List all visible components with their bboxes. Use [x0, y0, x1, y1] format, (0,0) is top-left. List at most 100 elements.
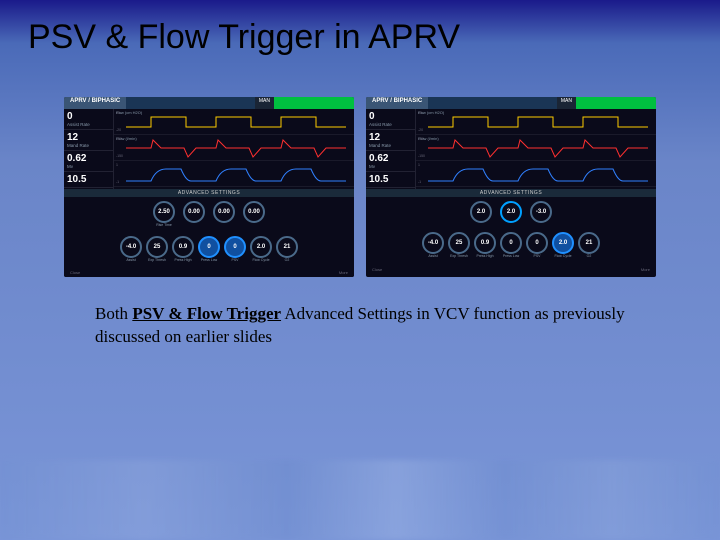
dial[interactable]: 0.00 — [243, 201, 265, 223]
dial[interactable]: 0.00 — [213, 201, 235, 223]
dial[interactable]: 0 — [526, 232, 548, 254]
dial[interactable]: 2.50 — [153, 201, 175, 223]
dial[interactable]: 25 — [448, 232, 470, 254]
dial[interactable]: 2.0 — [250, 236, 272, 258]
dial[interactable]: 0.9 — [474, 232, 496, 254]
pressure-trace — [428, 109, 648, 135]
dial-label: O2 — [285, 259, 290, 263]
close-label[interactable]: Close — [70, 270, 80, 275]
dial-label: Press Low — [503, 255, 519, 259]
advanced-header: ADVANCED SETTINGS — [366, 189, 656, 197]
pressure-trace — [126, 109, 346, 135]
metric-val: 10.5 — [369, 174, 412, 185]
dial[interactable]: 2.0 — [500, 201, 522, 223]
wave-ymin: -20 — [418, 128, 423, 132]
advanced-header: ADVANCED SETTINGS — [64, 189, 354, 197]
background-graphic — [0, 460, 720, 540]
metric-val: 10.5 — [67, 174, 110, 185]
dial[interactable]: 25 — [146, 236, 168, 258]
dials-row-1: 2.50Rise Time 0.00 0.00 0.00 — [64, 197, 354, 232]
wave-ymin: -1 — [116, 180, 119, 184]
wave-ymin: -150 — [116, 154, 123, 158]
wave-ymin: -150 — [418, 154, 425, 158]
panel-footer: Close More — [366, 265, 656, 274]
metrics-column: 0Assist Rate 12Mand Rate 0.62Mv 10.5 — [64, 109, 114, 189]
metric-lbl: Assist Rate — [369, 122, 412, 127]
caption-p1: Both — [95, 304, 132, 323]
dial-highlighted[interactable]: 0 — [198, 236, 220, 258]
mode-label: APRV / BIPHASIC — [64, 97, 126, 109]
dial-highlighted[interactable]: 0 — [224, 236, 246, 258]
dial[interactable]: -4.0 — [422, 232, 444, 254]
wave-ymax: 1 — [116, 163, 118, 167]
metric-val: 12 — [67, 132, 110, 143]
metric-val: 0.62 — [369, 153, 412, 164]
dial-label: PSV — [533, 255, 540, 259]
wave-ymin: -1 — [418, 180, 421, 184]
wave-ymax: 150 — [418, 137, 424, 141]
man-badge: MAN — [557, 97, 576, 109]
dials-row-2: -4.0Assist 25Exp Thresh 0.9Press High 0P… — [366, 228, 656, 265]
more-label[interactable]: More — [339, 270, 348, 275]
volume-trace — [126, 161, 346, 187]
metric-lbl: Mand Rate — [369, 143, 412, 148]
metric-val: 0 — [67, 111, 110, 122]
panel-header: APRV / BIPHASIC MAN — [64, 97, 354, 109]
metric-lbl: Mand Rate — [67, 143, 110, 148]
wave-ymax: 150 — [116, 137, 122, 141]
dial[interactable]: 21 — [578, 232, 600, 254]
dial-label: Press High — [174, 259, 191, 263]
volume-trace — [428, 161, 648, 187]
dials-row-1: 2.0 2.0 -3.0 — [366, 197, 656, 228]
dial-label: Rise Time — [156, 224, 172, 228]
ventilator-panels: APRV / BIPHASIC MAN 0Assist Rate 12Mand … — [0, 67, 720, 277]
dials-row-2: -4.0Assist 25Exp Thresh 0.9Press High 0P… — [64, 232, 354, 269]
wave-ymax: 1 — [418, 163, 420, 167]
mode-label: APRV / BIPHASIC — [366, 97, 428, 109]
dial-label: O2 — [587, 255, 592, 259]
metric-lbl: Assist Rate — [67, 122, 110, 127]
dial[interactable]: 2.0 — [470, 201, 492, 223]
metric-val: 0 — [369, 111, 412, 122]
green-bar — [274, 97, 354, 109]
panel-header: APRV / BIPHASIC MAN — [366, 97, 656, 109]
caption-text: Both PSV & Flow Trigger Advanced Setting… — [0, 277, 720, 349]
dial[interactable]: 0 — [500, 232, 522, 254]
dial[interactable]: -4.0 — [120, 236, 142, 258]
dial-label: Assist — [428, 255, 437, 259]
dial-label: Press High — [476, 255, 493, 259]
metric-val: 12 — [369, 132, 412, 143]
waveforms: Paw (cm H2O) 60 -20 Flow (l/min) 150 -15… — [114, 109, 354, 189]
dial-label: Flow Cycle — [252, 259, 269, 263]
dial-label: Flow Cycle — [554, 255, 571, 259]
man-badge: MAN — [255, 97, 274, 109]
waveforms: Paw (cm H2O) 60 -20 Flow (l/min) 150 -15… — [416, 109, 656, 189]
dial[interactable]: 0.00 — [183, 201, 205, 223]
dial-highlighted[interactable]: 2.0 — [552, 232, 574, 254]
metrics-column: 0Assist Rate 12Mand Rate 0.62Mv 10.5 — [366, 109, 416, 189]
wave-ymax: 60 — [116, 111, 120, 115]
dial-label: PSV — [231, 259, 238, 263]
dial-label: Press Low — [201, 259, 217, 263]
dial[interactable]: 21 — [276, 236, 298, 258]
dial[interactable]: 0.9 — [172, 236, 194, 258]
wave-ymax: 60 — [418, 111, 422, 115]
dial-label: Exp Thresh — [450, 255, 468, 259]
green-bar — [576, 97, 656, 109]
dial[interactable]: -3.0 — [530, 201, 552, 223]
panel-left: APRV / BIPHASIC MAN 0Assist Rate 12Mand … — [64, 97, 354, 277]
flow-trace — [126, 135, 346, 161]
metric-lbl: Mv — [369, 164, 412, 169]
slide-title: PSV & Flow Trigger in APRV — [0, 0, 720, 67]
metric-lbl: Mv — [67, 164, 110, 169]
panel-footer: Close More — [64, 268, 354, 277]
dial-label: Exp Thresh — [148, 259, 166, 263]
caption-bold: PSV & Flow Trigger — [132, 304, 281, 323]
panel-right: APRV / BIPHASIC MAN 0Assist Rate 12Mand … — [366, 97, 656, 277]
more-label[interactable]: More — [641, 267, 650, 272]
metric-val: 0.62 — [67, 153, 110, 164]
close-label[interactable]: Close — [372, 267, 382, 272]
flow-trace — [428, 135, 648, 161]
wave-ymin: -20 — [116, 128, 121, 132]
dial-label: Assist — [126, 259, 135, 263]
